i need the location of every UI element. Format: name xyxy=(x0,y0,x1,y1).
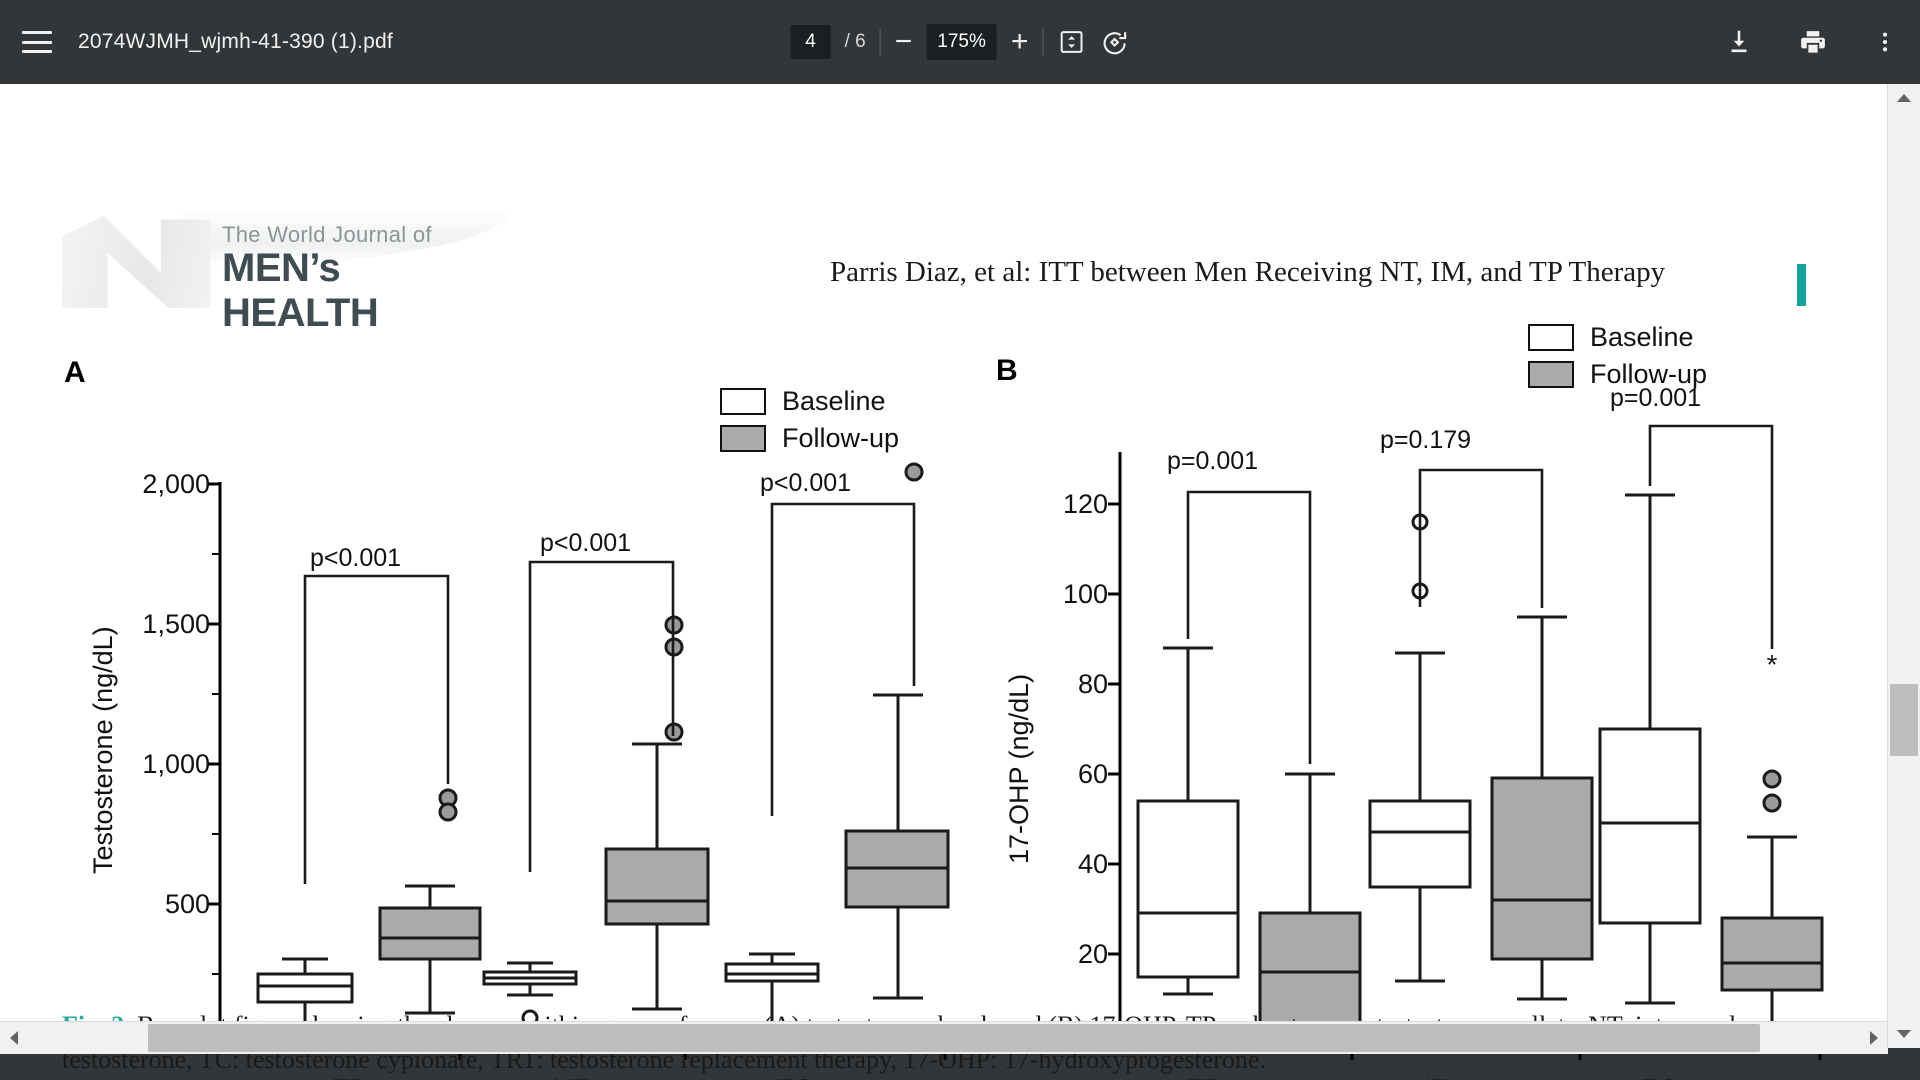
panel-a-ytick-1500: 1,500 xyxy=(142,609,210,639)
panel-b-plot: * xyxy=(1108,424,1824,1060)
pdf-page: The World Journal of MEN’s HEALTH Parris… xyxy=(0,84,1888,1080)
panel-a-xtick-tc: TC xyxy=(735,1074,855,1080)
journal-logo-line1: The World Journal of xyxy=(222,222,432,247)
panel-a-xtick-nt: NT xyxy=(510,1074,630,1080)
panel-b-ytick-120: 120 xyxy=(1062,489,1108,519)
zoom-out-button[interactable]: − xyxy=(894,25,913,58)
toolbar-divider-1 xyxy=(879,28,881,56)
zoom-in-button[interactable]: + xyxy=(1010,25,1029,58)
toolbar-divider-2 xyxy=(1042,28,1044,56)
panel-a-xtick-tp: TP xyxy=(290,1074,410,1080)
legend-swatch-followup-icon xyxy=(1528,361,1574,388)
panel-b-legend-baseline: Baseline xyxy=(1528,322,1707,353)
panel-a-pvalue-nt: p<0.001 xyxy=(540,529,632,557)
horizontal-scrollbar[interactable] xyxy=(0,1021,1888,1054)
panel-b-xtick-nt: NT xyxy=(1370,1074,1490,1080)
pdf-toolbar: 2074WJMH_wjmh-41-390 (1).pdf 4 / 6 − 175… xyxy=(0,0,1920,84)
zoom-level-value[interactable]: 175% xyxy=(926,24,997,60)
scroll-up-arrow-icon[interactable] xyxy=(1888,86,1920,110)
more-options-icon[interactable] xyxy=(1872,27,1898,57)
page-zoom-controls: 4 / 6 − 175% + xyxy=(790,24,1130,60)
vertical-scroll-thumb[interactable] xyxy=(1890,684,1918,756)
legend-swatch-followup-icon xyxy=(720,425,766,452)
panel-b-tc-extreme-marker: * xyxy=(1767,649,1778,680)
panel-b-xtick-tc: TC xyxy=(1600,1074,1720,1080)
panel-a-legend-baseline: Baseline xyxy=(720,386,899,417)
panel-a: A Testosterone (ng/dL) 2,000 1,500 1,000… xyxy=(60,356,990,1080)
document-title: 2074WJMH_wjmh-41-390 (1).pdf xyxy=(78,30,393,53)
fit-to-page-icon[interactable] xyxy=(1057,28,1085,56)
pdf-page-area: The World Journal of MEN’s HEALTH Parris… xyxy=(0,84,1920,1080)
panel-a-plot xyxy=(208,462,950,1060)
scroll-left-arrow-icon[interactable] xyxy=(2,1022,26,1054)
legend-swatch-baseline-icon xyxy=(720,388,766,415)
legend-label-baseline: Baseline xyxy=(782,386,886,416)
panel-b-ytick-60: 60 xyxy=(1077,759,1108,789)
panel-b-ytick-40: 40 xyxy=(1077,849,1108,879)
panel-b-ytick-20: 20 xyxy=(1077,939,1108,969)
panel-b-legend-followup: Follow-up xyxy=(1528,359,1707,390)
panel-a-pvalue-tc: p<0.001 xyxy=(760,469,852,497)
panel-a-pvalue-tp: p<0.001 xyxy=(310,544,402,572)
scroll-down-arrow-icon[interactable] xyxy=(1888,1022,1920,1046)
panel-b-pvalue-nt: p=0.179 xyxy=(1380,426,1472,454)
vertical-scrollbar[interactable] xyxy=(1887,84,1920,1048)
panel-b-ytick-80: 80 xyxy=(1077,669,1108,699)
journal-logo: The World Journal of MEN’s HEALTH xyxy=(62,208,512,335)
panel-b-pvalue-tc: p=0.001 xyxy=(1610,384,1702,412)
panel-a-ytick-1000: 1,000 xyxy=(142,749,210,779)
panel-a-legend: Baseline Follow-up xyxy=(720,386,899,460)
legend-label-baseline: Baseline xyxy=(1590,322,1694,352)
horizontal-scroll-thumb[interactable] xyxy=(148,1024,1760,1052)
header-accent-bar xyxy=(1797,264,1806,306)
download-icon[interactable] xyxy=(1724,27,1754,57)
rotate-icon[interactable] xyxy=(1099,27,1129,57)
page-total-label: / 6 xyxy=(844,31,866,52)
panel-a-ytick-500: 500 xyxy=(164,889,210,919)
panel-b-pvalue-tp: p=0.001 xyxy=(1167,447,1259,475)
print-icon[interactable] xyxy=(1798,27,1828,57)
panel-a-letter: A xyxy=(64,356,86,389)
panel-b-xtick-tp: TP xyxy=(1145,1074,1265,1080)
running-head: Parris Diaz, et al: ITT between Men Rece… xyxy=(830,256,1666,288)
panel-a-legend-followup: Follow-up xyxy=(720,423,899,454)
figure-2: A Testosterone (ng/dL) 2,000 1,500 1,000… xyxy=(0,322,1856,1080)
legend-label-followup: Follow-up xyxy=(1590,359,1708,389)
legend-swatch-baseline-icon xyxy=(1528,324,1574,351)
page-number-input[interactable]: 4 xyxy=(790,25,831,59)
panel-b-ytick-100: 100 xyxy=(1062,579,1108,609)
scroll-right-arrow-icon[interactable] xyxy=(1862,1022,1886,1054)
hamburger-menu-icon[interactable] xyxy=(22,31,52,53)
document-page-content: The World Journal of MEN’s HEALTH Parris… xyxy=(0,84,1856,1080)
panel-a-ytick-2000: 2,000 xyxy=(142,469,210,499)
panel-b-legend: Baseline Follow-up xyxy=(1528,322,1707,396)
panel-b-letter: B xyxy=(996,354,1018,387)
journal-logo-line2: MEN’s HEALTH xyxy=(222,246,379,335)
legend-label-followup: Follow-up xyxy=(782,423,900,453)
panel-b: B 17-OHP (ng/dL) 120 100 80 60 40 20 0 T… xyxy=(960,322,1856,1080)
